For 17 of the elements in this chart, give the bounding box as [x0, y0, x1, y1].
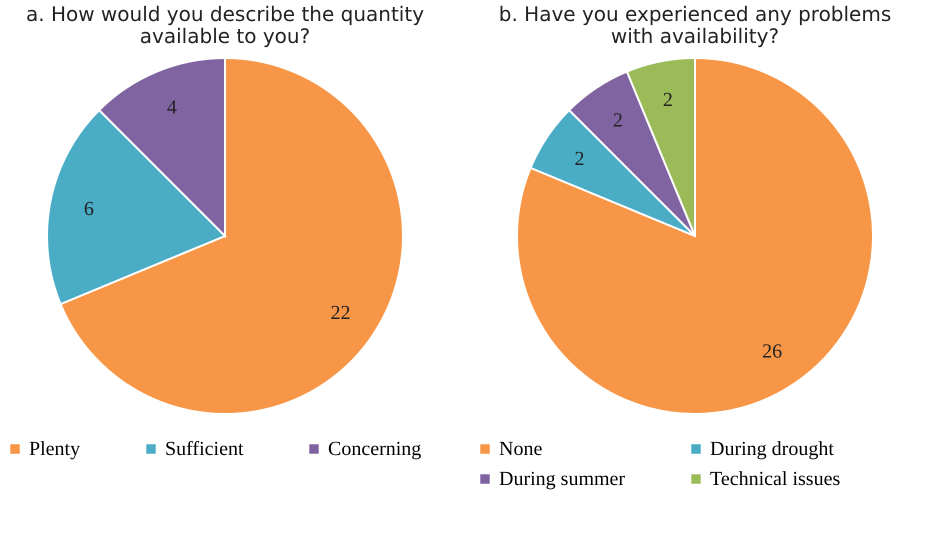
legend-label: Concerning [328, 438, 422, 460]
legend-label: Technical issues [710, 468, 840, 490]
data-label: 2 [662, 88, 673, 111]
data-label: 2 [574, 148, 585, 170]
legend-label: During drought [710, 438, 834, 460]
legend-label: None [499, 438, 542, 460]
data-label: 4 [166, 96, 177, 119]
legend-label: Plenty [29, 438, 80, 460]
legend-label: During summer [499, 468, 626, 490]
pie-slice [516, 57, 874, 415]
data-label: 6 [84, 198, 94, 220]
data-label: 2 [612, 110, 623, 132]
data-label: 22 [330, 302, 350, 324]
legend-label: Sufficient [165, 438, 244, 460]
chart-title: a. How would you describe the quantity available to you? [26, 2, 424, 48]
data-label: 26 [762, 340, 782, 362]
chart-title: b. Have you experienced any problems with availability? [498, 2, 892, 48]
